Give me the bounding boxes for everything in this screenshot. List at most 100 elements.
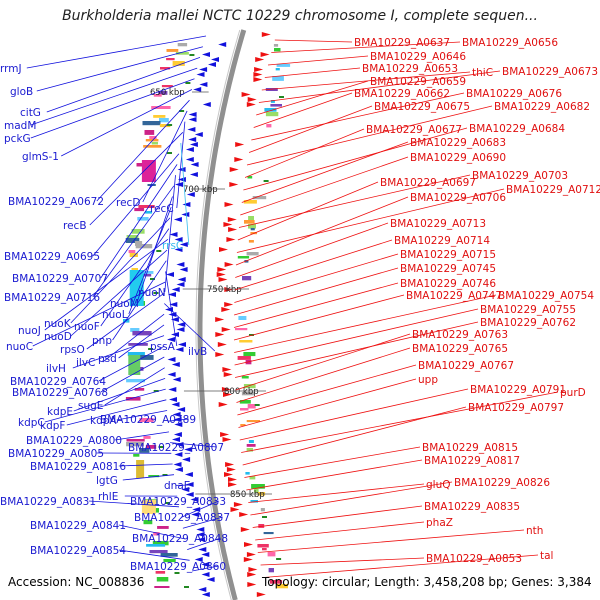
left-gene-label[interactable]: BMA10229_A0841 xyxy=(30,520,126,532)
left-gene-label[interactable]: nuoJ xyxy=(18,325,41,337)
left-gene-label[interactable]: sugE xyxy=(78,400,103,412)
right-gene-label[interactable]: BMA10229_A0762 xyxy=(480,317,576,329)
left-gene-label[interactable]: nuoL xyxy=(102,309,128,321)
left-gene-label[interactable]: glmS-1 xyxy=(22,151,59,163)
left-gene-label[interactable]: ilvB xyxy=(188,346,207,358)
left-gene-label[interactable]: kdpC xyxy=(18,417,45,429)
left-gene-label[interactable]: nuoC xyxy=(6,341,33,353)
left-gene-label[interactable]: pnp xyxy=(92,335,112,347)
right-gene-label[interactable]: BMA10229_A0706 xyxy=(410,192,506,204)
left-gene-label[interactable]: gloB xyxy=(10,86,33,98)
right-gene-label[interactable]: BMA10229_A0853 xyxy=(426,553,522,565)
right-gene-label[interactable]: BMA10229_A0675 xyxy=(374,101,470,113)
right-gene-label[interactable]: phaZ xyxy=(426,517,453,529)
reverse-gene-arrow xyxy=(184,472,193,477)
left-gene-label[interactable]: madM xyxy=(4,120,36,132)
right-gene-label[interactable]: BMA10229_A0767 xyxy=(418,360,514,372)
right-gene-label[interactable]: BMA10229_A0637 xyxy=(354,37,450,49)
right-gene-label[interactable]: BMA10229_A0676 xyxy=(466,88,562,100)
left-gene-label[interactable]: BMA10229_A0764 xyxy=(10,376,106,388)
left-gene-label[interactable]: BMA10229_A0854 xyxy=(30,545,126,557)
left-gene-label[interactable]: lgtG xyxy=(96,475,118,487)
right-gene-label[interactable]: BMA10229_A0653 xyxy=(362,63,458,75)
left-gene-label[interactable]: BMA10229_A0837 xyxy=(134,512,230,524)
right-gene-label[interactable]: BMA10229_A0791 xyxy=(470,384,566,396)
left-gene-label[interactable]: psd xyxy=(98,353,117,365)
left-gene-label[interactable]: BMA10229_A0800 xyxy=(26,435,122,447)
right-gene-label[interactable]: tal xyxy=(540,550,553,562)
right-gene-label[interactable]: BMA10229_A0677 xyxy=(366,124,462,136)
left-gene-label[interactable]: kdpF xyxy=(40,420,65,432)
right-gene-label[interactable]: BMA10229_A0815 xyxy=(422,442,518,454)
reverse-gene-arrow xyxy=(166,272,174,277)
left-gene-label[interactable]: recB xyxy=(63,220,87,232)
right-gene-label[interactable]: BMA10229_A0684 xyxy=(469,123,565,135)
right-gene-label[interactable]: purD xyxy=(560,387,586,399)
right-gene-label[interactable]: BMA10229_A0826 xyxy=(454,477,550,489)
right-gene-label[interactable]: BMA10229_A0817 xyxy=(424,455,520,467)
right-gene-label[interactable]: BMA10229_A0715 xyxy=(400,249,496,261)
left-gene-label[interactable]: ilvH xyxy=(46,363,66,375)
right-gene-label[interactable]: upp xyxy=(418,374,438,386)
right-gene-label[interactable]: BMA10229_A0683 xyxy=(410,137,506,149)
left-gene-label[interactable]: kdpE xyxy=(47,406,73,418)
right-gene-label[interactable]: BMA10229_A0835 xyxy=(424,501,520,513)
right-gene-label[interactable]: BMA10229_A0697 xyxy=(380,177,476,189)
right-gene-label[interactable]: BMA10229_A0797 xyxy=(468,402,564,414)
left-gene-label[interactable]: rhlE xyxy=(98,491,118,503)
left-gene-label[interactable]: nuoN xyxy=(138,287,166,299)
left-gene-label[interactable]: BMA10229_A0789 xyxy=(100,414,196,426)
left-gene-label[interactable]: ilvC xyxy=(76,357,95,369)
right-gene-label[interactable]: BMA10229_A0682 xyxy=(494,101,590,113)
left-gene-label[interactable]: BMA10229_A0860 xyxy=(130,561,226,573)
right-gene-label[interactable]: BMA10229_A0713 xyxy=(390,218,486,230)
right-gene-label[interactable]: BMA10229_A0712 xyxy=(506,184,600,196)
left-gene-label[interactable]: dnaE xyxy=(164,480,190,492)
forward-gene-arrow xyxy=(253,72,263,77)
right-gene-label[interactable]: thiC xyxy=(472,67,493,79)
left-gene-label[interactable]: BMA10229_A0716 xyxy=(4,292,100,304)
right-gene-label[interactable]: BMA10229_A0673 xyxy=(502,66,598,78)
left-gene-label[interactable]: BMA10229_A0672 xyxy=(8,196,104,208)
right-gene-label[interactable]: BMA10229_A0755 xyxy=(480,304,576,316)
left-gene-label[interactable]: BMA10229_A0848 xyxy=(132,533,228,545)
right-gene-label[interactable]: BMA10229_A0659 xyxy=(370,76,466,88)
left-gene-label[interactable]: pssA xyxy=(150,341,176,353)
right-gene-label[interactable]: gluQ xyxy=(426,479,451,491)
left-gene-label[interactable]: BMA10229_A0707 xyxy=(12,273,108,285)
left-gene-label[interactable]: BMA10229_A0833 xyxy=(130,496,226,508)
right-gene-label[interactable]: BMA10229_A0656 xyxy=(462,37,558,49)
right-gene-label[interactable]: BMA10229_A0662 xyxy=(354,88,450,100)
right-gene-label[interactable]: BMA10229_A0746 xyxy=(400,278,496,290)
right-gene-label[interactable]: BMA10229_A0745 xyxy=(400,263,496,275)
left-gene-label[interactable]: nuoK xyxy=(44,318,72,330)
left-gene-label[interactable]: BMA10229_A0807 xyxy=(128,442,224,454)
left-gene-label[interactable]: nuoM xyxy=(110,298,139,310)
right-gene-label[interactable]: BMA10229_A0754 xyxy=(498,290,594,302)
left-gene-label[interactable]: recC xyxy=(150,203,174,215)
right-gene-label[interactable]: BMA10229_A0646 xyxy=(370,51,466,63)
right-gene-label[interactable]: nth xyxy=(526,525,543,537)
left-gene-label[interactable]: BMA10229_A0831 xyxy=(0,496,96,508)
left-gene-label[interactable]: nuoD xyxy=(44,331,72,343)
left-gene-label[interactable]: nuoF xyxy=(74,321,100,333)
left-gene-label[interactable]: recD xyxy=(116,197,140,209)
right-gene-label[interactable]: BMA10229_A0763 xyxy=(412,329,508,341)
left-gene-label[interactable]: pckG xyxy=(4,133,31,145)
left-gene-label[interactable]: rrmJ xyxy=(0,63,22,75)
left-gene-label[interactable]: BMA10229_A0805 xyxy=(8,448,104,460)
right-gene-label[interactable]: BMA10229_A0690 xyxy=(410,152,506,164)
left-gene-label[interactable]: BMA10229_A0816 xyxy=(30,461,126,473)
left-gene-label[interactable]: rrsC xyxy=(162,240,183,252)
right-gene-label[interactable]: BMA10229_A0703 xyxy=(472,170,568,182)
left-gene-label[interactable]: citG xyxy=(20,107,41,119)
left-gene-label[interactable]: kdpA xyxy=(90,415,117,427)
right-gene-label[interactable]: BMA10229_A0765 xyxy=(412,343,508,355)
right-gene-label[interactable]: BMA10229_A0714 xyxy=(394,235,490,247)
left-gene-label[interactable]: BMA10229_A0695 xyxy=(4,251,100,263)
left-gene-label[interactable]: rpsO xyxy=(60,344,85,356)
left-gene-label[interactable]: BMA10229_A0768 xyxy=(12,387,108,399)
right-gene-label[interactable]: BMA10229_A0747 xyxy=(406,290,502,302)
